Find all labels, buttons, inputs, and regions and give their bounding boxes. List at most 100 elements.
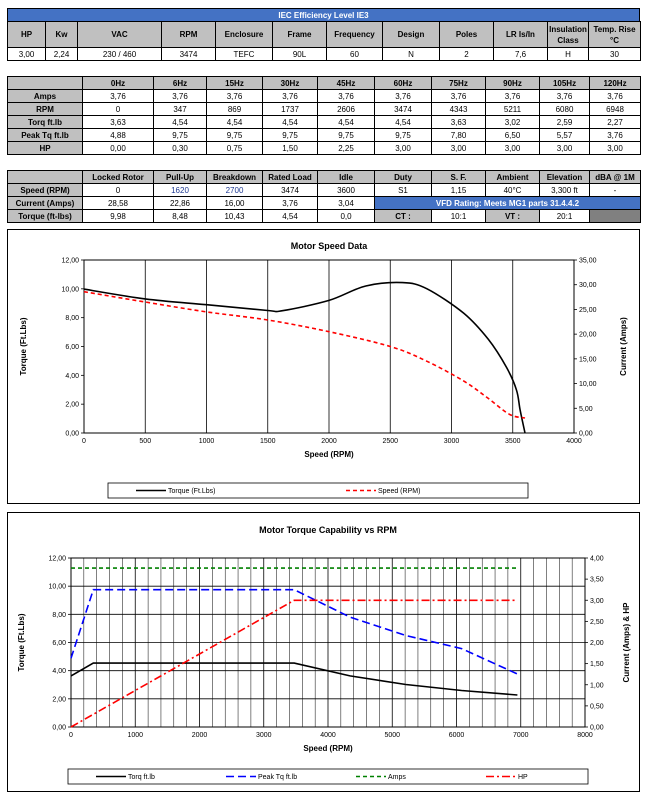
freq-cell: 9,75 bbox=[206, 128, 263, 142]
summary-header: Insulation Class bbox=[547, 21, 589, 48]
perf-cell: 22,86 bbox=[153, 196, 207, 210]
legend-box bbox=[107, 482, 529, 499]
plot-area bbox=[83, 259, 575, 434]
perf-header: Pull-Up bbox=[153, 170, 207, 184]
freq-row: RPM 0 347 869 1737 2606 3474 4343 5211 6… bbox=[7, 102, 641, 116]
freq-cell: 3,02 bbox=[485, 115, 540, 129]
freq-cell: 3,00 bbox=[485, 141, 540, 155]
y-tick-label: 10,00 bbox=[48, 584, 66, 591]
perf-cell: S1 bbox=[374, 183, 432, 197]
freq-cell: 1737 bbox=[262, 102, 318, 116]
perf-cell: 1620 bbox=[153, 183, 207, 197]
perf-header: Ambient bbox=[485, 170, 540, 184]
freq-header: 6Hz bbox=[153, 76, 207, 90]
perf-cell: 3,300 ft bbox=[539, 183, 590, 197]
y-tick-label: 6,00 bbox=[65, 344, 79, 351]
freq-cell: 6080 bbox=[539, 102, 590, 116]
perf-cell: 10,43 bbox=[206, 209, 263, 223]
freq-cell: 4343 bbox=[431, 102, 486, 116]
perf-cell: 3,04 bbox=[317, 196, 375, 210]
x-axis-label: Speed (RPM) bbox=[304, 450, 354, 459]
freq-cell: 3,76 bbox=[206, 89, 263, 103]
x-tick-label: 7000 bbox=[513, 732, 529, 739]
vfd-rating: VFD Rating: Meets MG1 parts 31.4.4.2 bbox=[374, 196, 641, 210]
summary-table: HP Kw VAC RPM Enclosure Frame Frequency … bbox=[7, 21, 641, 61]
perf-header: Rated Load bbox=[262, 170, 318, 184]
y2-tick-label: 35,00 bbox=[579, 258, 597, 265]
legend-label: Amps bbox=[388, 774, 406, 781]
y2-tick-label: 0,00 bbox=[590, 725, 604, 732]
perf-cell: - bbox=[589, 183, 641, 197]
legend-label: Torq ft.lb bbox=[128, 774, 155, 781]
freq-cell: 4,54 bbox=[153, 115, 207, 129]
y-tick-label: 6,00 bbox=[52, 640, 66, 647]
freq-header: 0Hz bbox=[82, 76, 154, 90]
y-axis-label: Torque (Ft.Lbs) bbox=[19, 317, 28, 375]
freq-header-row: 0Hz 6Hz 15Hz 30Hz 45Hz 60Hz 75Hz 90Hz 10… bbox=[7, 76, 641, 90]
freq-cell: 347 bbox=[153, 102, 207, 116]
freq-row-label: Peak Tq ft.lb bbox=[7, 128, 83, 142]
freq-header: 60Hz bbox=[374, 76, 432, 90]
perf-row-label: Current (Amps) bbox=[7, 196, 83, 210]
y2-tick-label: 10,00 bbox=[579, 381, 597, 388]
summary-value-row: 3,00 2,24 230 / 460 3474 TEFC 90L 60 N 2… bbox=[7, 47, 641, 61]
freq-header: 75Hz bbox=[431, 76, 486, 90]
y2-axis-label: Current (Amps) bbox=[619, 317, 628, 376]
freq-cell: 5211 bbox=[485, 102, 540, 116]
y-tick-label: 8,00 bbox=[52, 612, 66, 619]
y2-tick-label: 3,00 bbox=[590, 598, 604, 605]
freq-cell: 1,50 bbox=[262, 141, 318, 155]
y2-tick-label: 1,00 bbox=[590, 682, 604, 689]
freq-header: 45Hz bbox=[317, 76, 375, 90]
y2-tick-label: 20,00 bbox=[579, 332, 597, 339]
x-tick-label: 3000 bbox=[444, 438, 460, 445]
summary-value: 2,24 bbox=[45, 47, 78, 61]
summary-value: 3,00 bbox=[7, 47, 46, 61]
page-title: IEC Efficiency Level IE3 bbox=[7, 8, 640, 22]
freq-header: 90Hz bbox=[485, 76, 540, 90]
freq-row: HP 0,00 0,30 0,75 1,50 2,25 3,00 3,00 3,… bbox=[7, 141, 641, 155]
x-tick-label: 6000 bbox=[449, 732, 465, 739]
summary-header-row: HP Kw VAC RPM Enclosure Frame Frequency … bbox=[7, 21, 641, 48]
freq-cell: 6948 bbox=[589, 102, 641, 116]
summary-header: Frame bbox=[272, 21, 327, 48]
x-axis-label: Speed (RPM) bbox=[303, 744, 353, 753]
freq-cell: 0,00 bbox=[82, 141, 154, 155]
summary-value: 90L bbox=[272, 47, 327, 61]
summary-value: 7,6 bbox=[493, 47, 548, 61]
freq-header: 30Hz bbox=[262, 76, 318, 90]
freq-row-label: RPM bbox=[7, 102, 83, 116]
perf-row-label: Torque (ft-lbs) bbox=[7, 209, 83, 223]
freq-cell: 4,54 bbox=[206, 115, 263, 129]
perf-cell: 3,76 bbox=[262, 196, 318, 210]
summary-header: Poles bbox=[439, 21, 494, 48]
freq-cell: 3,63 bbox=[82, 115, 154, 129]
x-tick-label: 4000 bbox=[320, 732, 336, 739]
summary-header: Kw bbox=[45, 21, 78, 48]
freq-row: Amps 3,76 3,76 3,76 3,76 3,76 3,76 3,76 … bbox=[7, 89, 641, 103]
freq-cell: 7,80 bbox=[431, 128, 486, 142]
freq-cell: 4,54 bbox=[374, 115, 432, 129]
freq-cell: 9,75 bbox=[374, 128, 432, 142]
freq-cell: 3,00 bbox=[374, 141, 432, 155]
y2-tick-label: 4,00 bbox=[590, 556, 604, 563]
x-tick-label: 1000 bbox=[199, 438, 215, 445]
speed-chart-panel: Motor Speed Data 0 500 1000 1500 2000 2500 3000… bbox=[7, 229, 640, 504]
freq-cell: 3,76 bbox=[374, 89, 432, 103]
freq-cell: 3,00 bbox=[431, 141, 486, 155]
series-line bbox=[70, 588, 518, 675]
summary-header: LR Is/In bbox=[493, 21, 548, 48]
freq-cell: 3,76 bbox=[317, 89, 375, 103]
perf-row-label: Speed (RPM) bbox=[7, 183, 83, 197]
x-tick-label: 2000 bbox=[192, 732, 208, 739]
summary-value: 3474 bbox=[161, 47, 216, 61]
summary-value: 2 bbox=[439, 47, 494, 61]
y-tick-label: 2,00 bbox=[52, 696, 66, 703]
perf-cell: 9,98 bbox=[82, 209, 154, 223]
freq-cell: 0,30 bbox=[153, 141, 207, 155]
perf-header: Idle bbox=[317, 170, 375, 184]
perf-cell: 2700 bbox=[206, 183, 263, 197]
y2-tick-label: 2,00 bbox=[590, 640, 604, 647]
freq-cell: 2606 bbox=[317, 102, 375, 116]
perf-header: Locked Rotor bbox=[82, 170, 154, 184]
